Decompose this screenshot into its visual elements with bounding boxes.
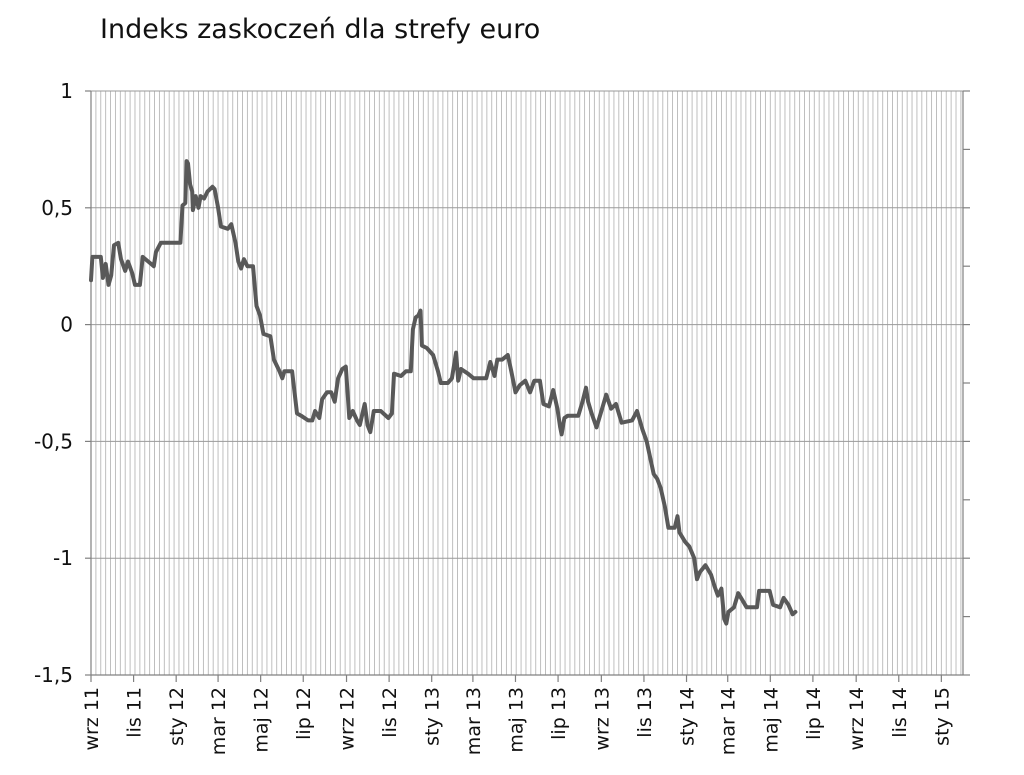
x-tick-label: mar 12 <box>208 687 230 755</box>
vertical-gridline-set <box>95 91 962 675</box>
y-tick-label: 0,5 <box>41 196 73 220</box>
x-tick-label: lis 13 <box>634 687 656 738</box>
x-tick-label: sty 14 <box>677 687 699 746</box>
x-tick-label: maj 12 <box>251 687 273 753</box>
x-tick-label: mar 13 <box>463 687 485 755</box>
x-tick-label: sty 15 <box>931 687 953 746</box>
x-tick-label: maj 14 <box>760 687 782 753</box>
series-line <box>89 159 798 626</box>
series-layer <box>89 159 798 626</box>
x-tick-label: mar 14 <box>718 687 740 755</box>
chart-axes <box>85 90 970 682</box>
x-tick-label: lis 11 <box>124 687 146 738</box>
x-tick-label: wrz 11 <box>81 687 103 751</box>
x-tick-label: lis 14 <box>889 687 911 738</box>
y-tick-label: 1 <box>60 79 73 103</box>
x-tick-label: lip 13 <box>548 687 570 740</box>
y-tick-label: 0 <box>60 313 73 337</box>
y-tick-label: -0,5 <box>34 429 73 453</box>
x-tick-label: sty 12 <box>166 687 188 746</box>
y-tick-label: -1,5 <box>34 663 73 687</box>
x-tick-label: wrz 12 <box>337 687 359 751</box>
chart-title: Indeks zaskoczeń dla strefy euro <box>100 14 541 45</box>
x-tick-label: sty 13 <box>422 687 444 746</box>
y-tick-label: -1 <box>53 546 73 570</box>
vertical-gridlines <box>95 91 962 675</box>
x-tick-label: lis 12 <box>379 687 401 738</box>
x-axis-tick-labels: wrz 11 lis 11 sty 12 mar 12 maj 12 lip 12 wrz … <box>81 687 953 755</box>
x-tick-label: wrz 14 <box>846 687 868 751</box>
x-tick-label: lip 12 <box>293 687 315 740</box>
x-tick-label: maj 13 <box>506 687 528 753</box>
y-axis-tick-labels: 1 0,5 0 -0,5 -1 -1,5 <box>34 79 73 687</box>
x-tick-label: lip 14 <box>803 687 825 740</box>
x-tick-label: wrz 13 <box>591 687 613 751</box>
